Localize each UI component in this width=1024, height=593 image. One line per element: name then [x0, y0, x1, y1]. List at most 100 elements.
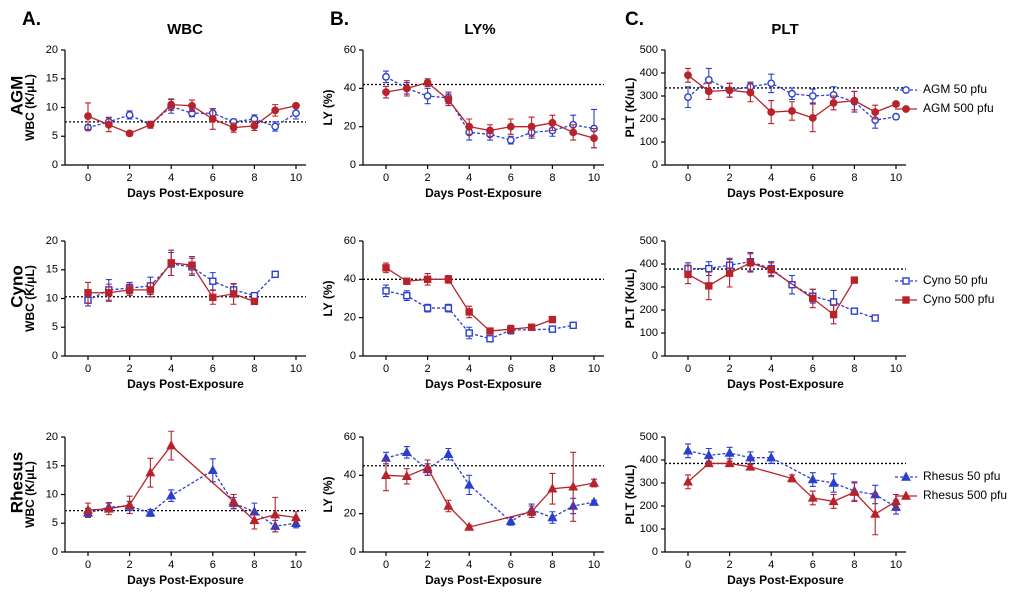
marker — [145, 507, 156, 517]
marker — [443, 448, 454, 458]
x-tick-label: 6 — [210, 363, 216, 375]
series-line — [687, 462, 897, 515]
y-tick-label: 10 — [46, 488, 58, 500]
panel-title: LY% — [464, 21, 495, 38]
x-tick-label: 2 — [127, 559, 133, 571]
marker — [849, 486, 860, 496]
legend-label: Rhesus 50 pfu — [923, 469, 1000, 483]
marker — [527, 323, 536, 331]
series-line — [87, 263, 276, 301]
y-tick-label: 10 — [46, 101, 58, 113]
marker — [422, 462, 433, 472]
legend-label: Cyno 500 pfu — [923, 292, 994, 306]
x-tick-label: 10 — [588, 363, 600, 375]
y-tick-label: 60 — [344, 44, 356, 56]
y-tick-label: 100 — [640, 523, 658, 535]
x-tick-label: 8 — [851, 559, 857, 571]
x-tick-label: 0 — [685, 363, 691, 375]
marker — [84, 289, 92, 297]
x-tick-label: 2 — [127, 172, 133, 184]
y-tick-label: 20 — [344, 508, 356, 520]
y-tick-label: 400 — [640, 258, 658, 270]
x-tick-label: 6 — [508, 559, 514, 571]
y-axis-label: PLT (K/uL) — [623, 269, 637, 329]
y-axis-label: WBC (K/μL) — [23, 74, 37, 141]
y-tick-label: 0 — [52, 350, 58, 362]
x-axis-label: Days Post-Exposure — [127, 377, 244, 391]
marker — [208, 115, 217, 123]
marker — [850, 307, 859, 315]
marker — [465, 308, 473, 316]
marker — [486, 126, 494, 135]
y-tick-label: 40 — [344, 273, 356, 285]
marker — [444, 275, 453, 284]
y-tick-label: 100 — [640, 327, 658, 339]
marker — [229, 290, 238, 298]
marker — [902, 277, 910, 285]
marker — [188, 101, 196, 110]
x-tick-label: 0 — [85, 559, 91, 571]
x-tick-label: 2 — [727, 172, 733, 184]
x-tick-label: 2 — [727, 559, 733, 571]
y-axis-label: PLT (K/uL) — [623, 78, 637, 138]
x-tick-label: 0 — [685, 172, 691, 184]
marker — [465, 329, 473, 337]
x-tick-label: 10 — [890, 559, 902, 571]
y-tick-label: 500 — [640, 431, 658, 443]
marker — [250, 297, 259, 306]
y-tick-label: 15 — [46, 264, 58, 276]
row-label: Rhesus — [7, 452, 26, 513]
marker — [381, 469, 391, 480]
x-tick-label: 0 — [383, 172, 389, 184]
marker — [807, 492, 818, 502]
x-tick-label: 8 — [549, 172, 555, 184]
marker — [683, 445, 693, 455]
series-line — [687, 450, 897, 508]
marker — [704, 87, 713, 96]
y-tick-label: 0 — [652, 546, 658, 558]
marker — [807, 474, 818, 484]
marker — [401, 470, 412, 480]
marker — [188, 261, 196, 269]
marker — [423, 275, 432, 284]
x-tick-label: 6 — [210, 172, 216, 184]
marker — [403, 277, 411, 285]
marker — [382, 88, 390, 97]
marker — [829, 310, 838, 319]
y-tick-label: 60 — [344, 431, 356, 443]
marker — [684, 71, 692, 80]
y-tick-label: 20 — [344, 312, 356, 324]
y-axis-label: WBC (K/μL) — [23, 461, 37, 528]
row-label: AGM — [7, 76, 26, 116]
x-tick-label: 0 — [85, 363, 91, 375]
y-tick-label: 0 — [350, 350, 356, 362]
marker — [829, 298, 838, 306]
marker — [683, 476, 693, 486]
x-tick-label: 6 — [810, 172, 816, 184]
marker — [788, 89, 796, 98]
marker — [207, 464, 218, 475]
marker — [766, 452, 777, 462]
marker — [382, 72, 390, 81]
series-line — [385, 451, 595, 523]
y-axis-label: LY (%) — [321, 280, 335, 316]
x-axis-label: Days Post-Exposure — [727, 186, 844, 200]
marker — [568, 481, 579, 491]
marker — [167, 100, 176, 109]
legend-label: Rhesus 500 pfu — [923, 488, 1007, 502]
series-line — [688, 261, 876, 319]
marker — [902, 296, 910, 304]
x-tick-label: 10 — [588, 172, 600, 184]
x-tick-label: 4 — [768, 559, 774, 571]
row-label: Cyno — [7, 265, 26, 308]
marker — [808, 113, 817, 122]
x-tick-label: 8 — [251, 172, 257, 184]
marker — [725, 86, 734, 95]
marker — [382, 287, 390, 295]
y-tick-label: 0 — [350, 159, 356, 171]
marker — [527, 122, 536, 131]
marker — [401, 446, 412, 457]
y-axis-label: WBC (K/μL) — [23, 265, 37, 332]
